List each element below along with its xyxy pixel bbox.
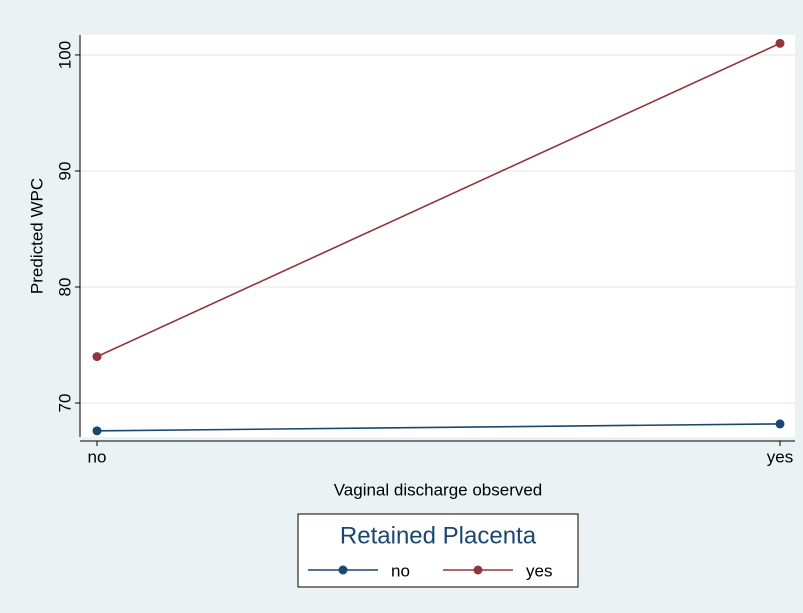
legend-box <box>297 513 579 588</box>
point <box>775 419 785 429</box>
legend-label: yes <box>526 561 552 580</box>
point <box>775 38 785 48</box>
point <box>92 426 102 436</box>
x-axis-label: Vaginal discharge observed <box>334 480 543 499</box>
legend-label: no <box>391 561 410 580</box>
legend-title: Retained Placenta <box>340 522 537 549</box>
y-tick-label: 80 <box>55 278 74 297</box>
series-line <box>96 42 781 358</box>
legend-marker <box>473 565 483 575</box>
legend-marker <box>338 565 348 575</box>
y-tick-label: 100 <box>55 41 74 69</box>
series-line <box>96 423 781 432</box>
y-axis-label: Predicted WPC <box>27 178 46 294</box>
point <box>92 352 102 362</box>
plot-region <box>80 35 795 437</box>
x-tick-label: yes <box>767 447 793 466</box>
y-tick-label: 90 <box>55 162 74 181</box>
x-tick-label: no <box>88 447 107 466</box>
y-tick-label: 70 <box>55 394 74 413</box>
